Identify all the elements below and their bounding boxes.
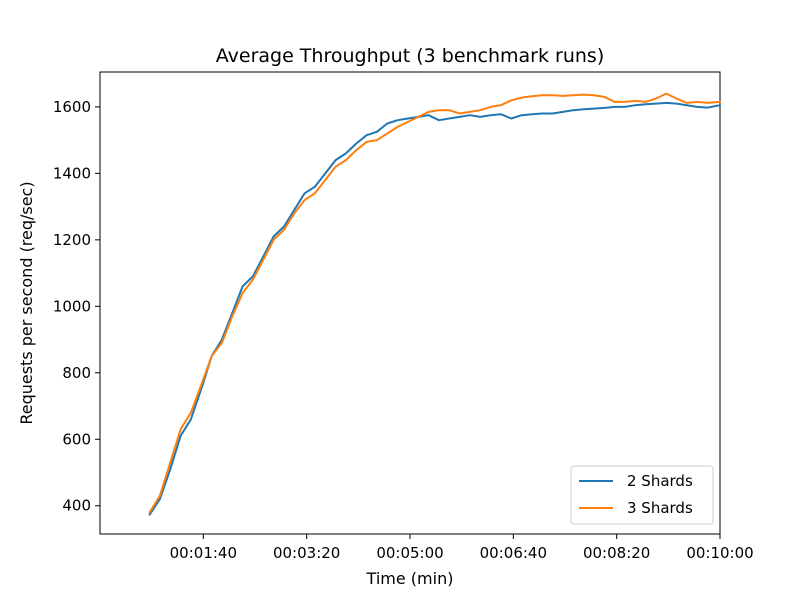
y-tick-label: 600 (62, 430, 91, 448)
y-tick-label: 1600 (53, 98, 91, 116)
y-tick-label: 800 (62, 364, 91, 382)
x-tick-label: 00:05:00 (376, 544, 443, 562)
legend: 2 Shards 3 Shards (570, 465, 714, 525)
x-tick-label: 00:08:20 (583, 544, 650, 562)
series-layer (148, 92, 721, 516)
y-tick-label: 1400 (53, 164, 91, 182)
x-axis-ticks: 00:01:40 00:03:20 00:05:00 00:06:40 00:08:20… (170, 534, 754, 562)
legend-label: 2 Shards (627, 472, 693, 490)
x-tick-label: 00:03:20 (273, 544, 340, 562)
y-axis-label: Requests per second (req/sec) (17, 181, 36, 424)
y-tick-label: 1000 (53, 297, 91, 315)
x-tick-label: 00:06:40 (480, 544, 547, 562)
x-tick-label: 00:10:00 (686, 544, 753, 562)
legend-label: 3 Shards (627, 499, 693, 517)
series-line-3-shards (148, 92, 721, 514)
series-line-2-shards (148, 101, 721, 516)
y-axis-ticks: 400 600 800 1000 1200 1400 1600 (53, 98, 100, 515)
y-tick-label: 400 (62, 497, 91, 515)
chart-title: Average Throughput (3 benchmark runs) (216, 45, 605, 67)
x-tick-label: 00:01:40 (170, 544, 237, 562)
y-tick-label: 1200 (53, 231, 91, 249)
x-axis-label: Time (min) (366, 569, 454, 588)
